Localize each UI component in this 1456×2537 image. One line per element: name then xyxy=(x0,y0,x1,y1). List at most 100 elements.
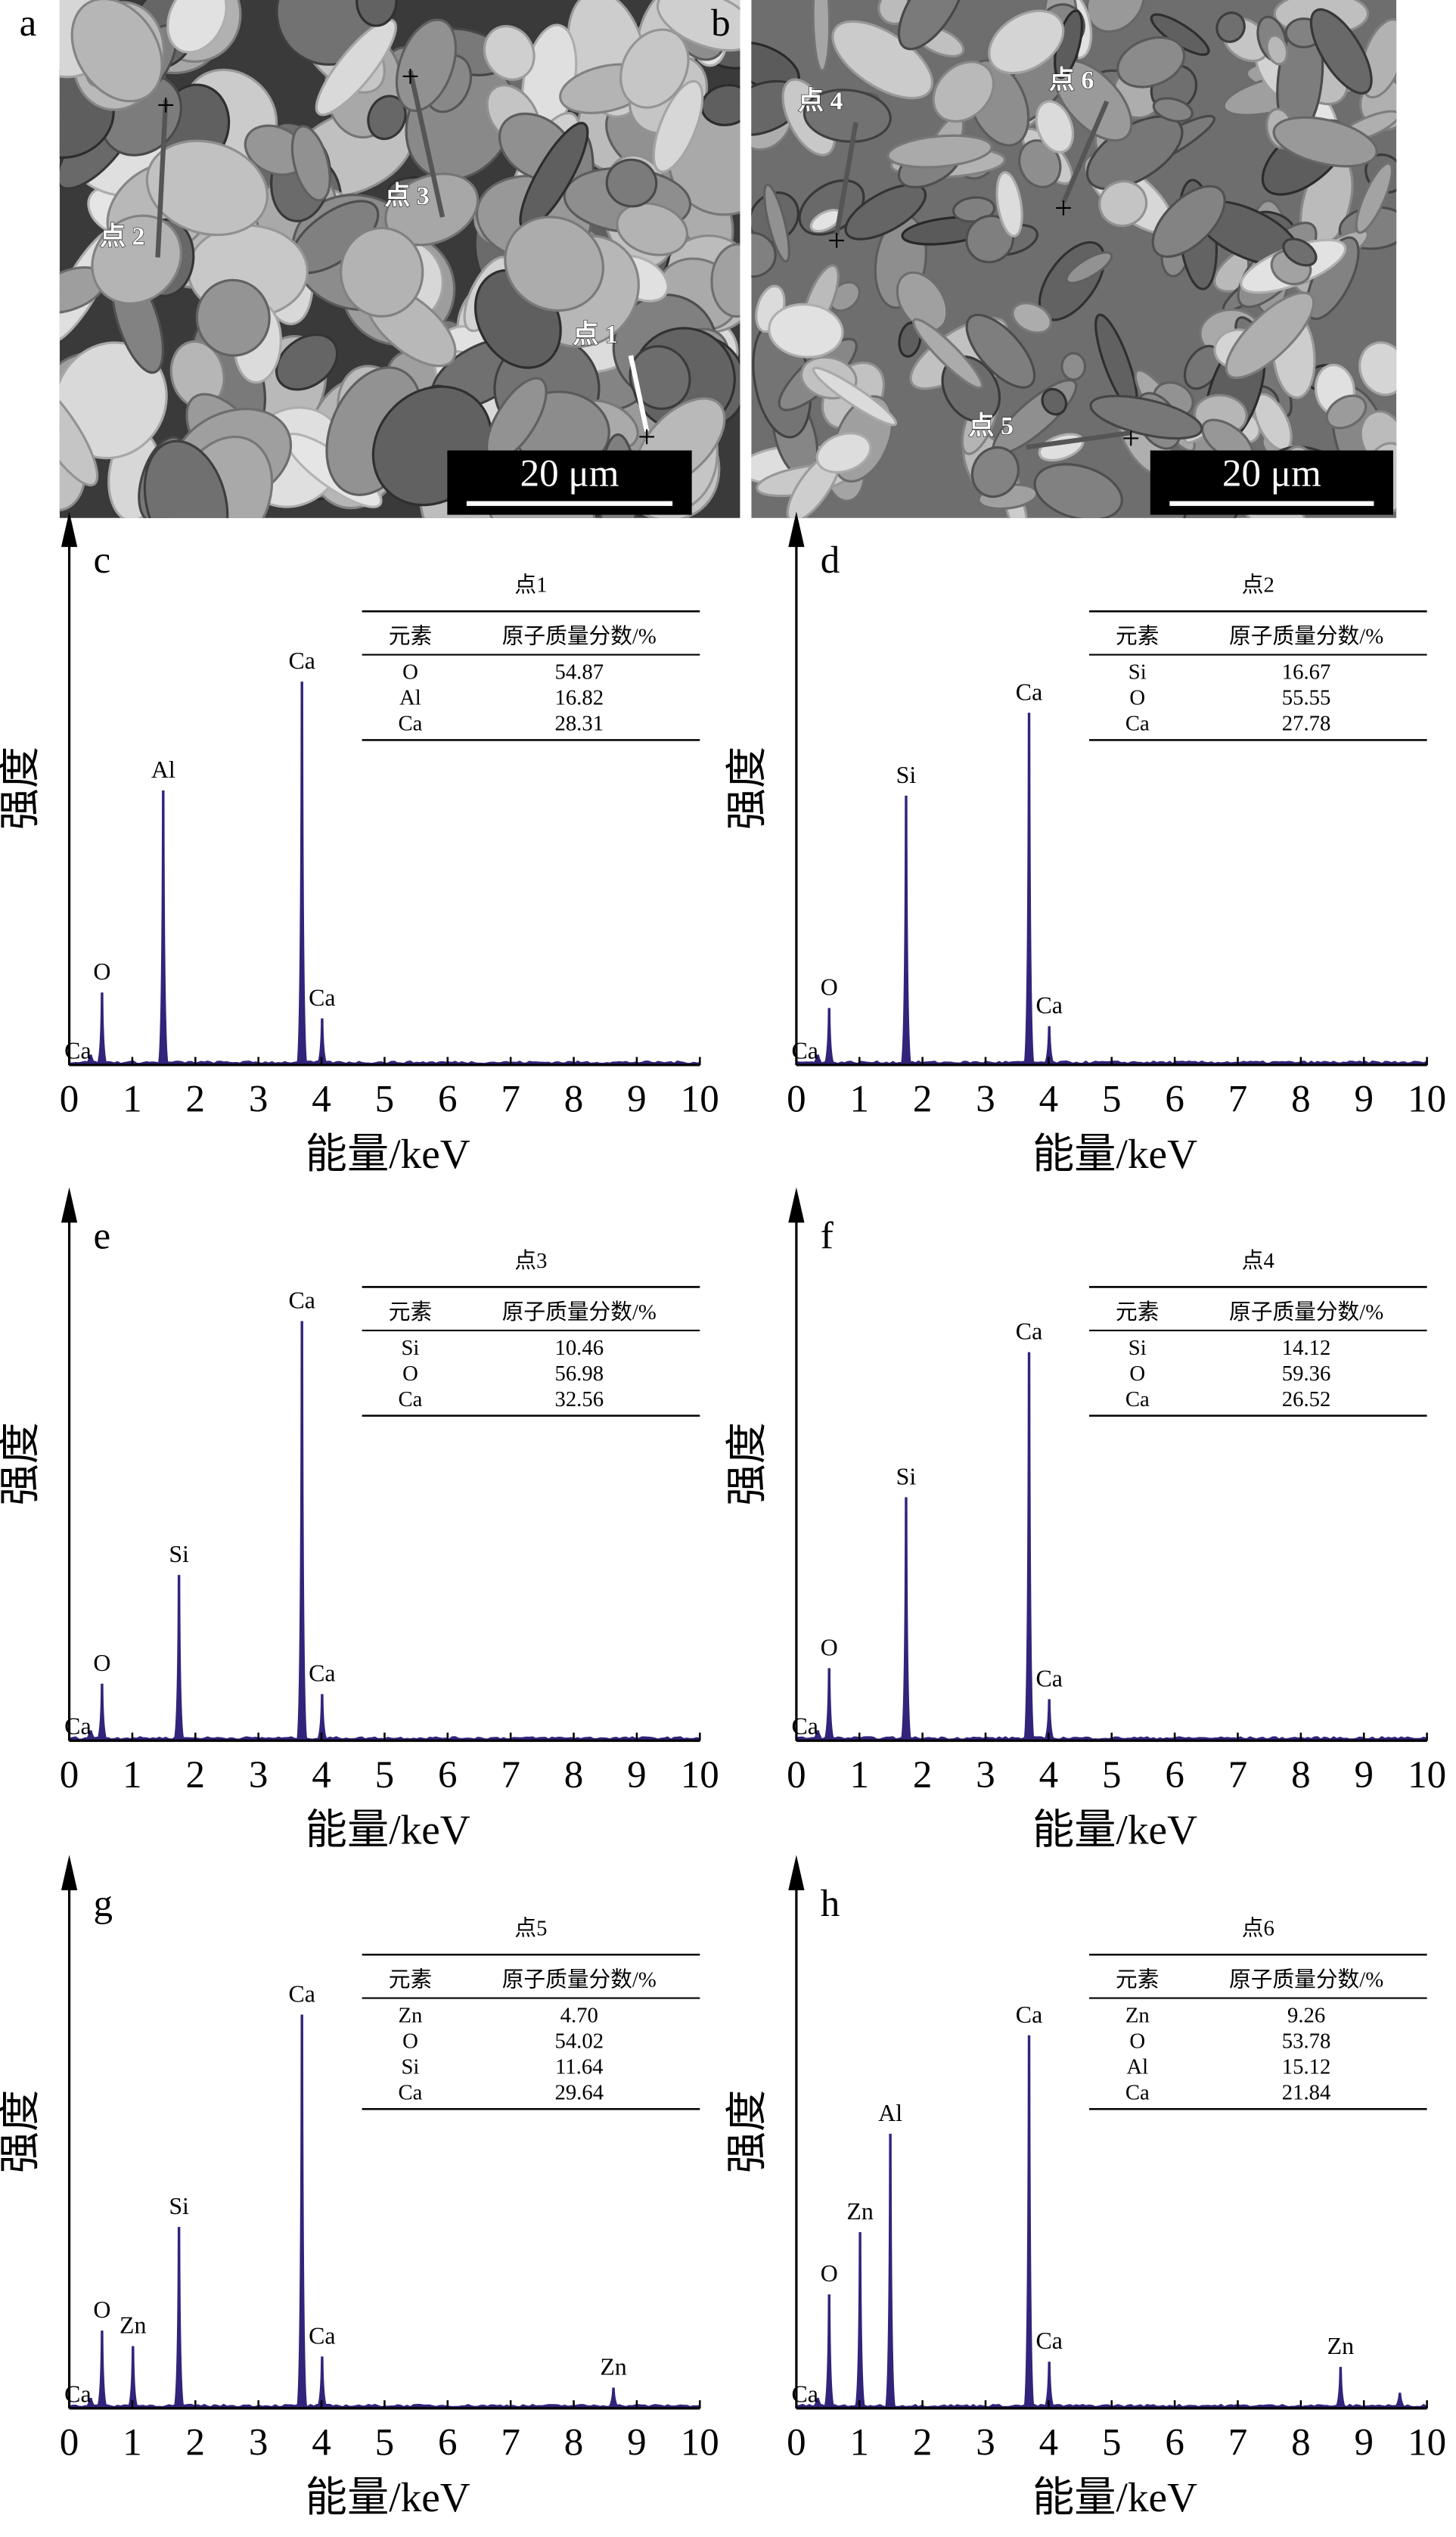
grain xyxy=(504,216,604,312)
grain xyxy=(656,0,740,52)
panel-label: h xyxy=(821,1883,840,1925)
table-cell: 14.12 xyxy=(1282,1336,1331,1360)
table-cell: O xyxy=(1129,2029,1145,2053)
grain xyxy=(1011,302,1052,334)
x-tick-label: 2 xyxy=(913,1754,933,1796)
table-cell: Si xyxy=(1128,660,1147,685)
peak-label: Ca xyxy=(288,1287,315,1313)
y-axis-arrow xyxy=(788,1855,805,1891)
peak xyxy=(96,992,108,1065)
grain xyxy=(988,9,1065,75)
cross-marker: + xyxy=(638,419,656,455)
x-tick-label: 4 xyxy=(1039,2422,1059,2464)
peak xyxy=(316,1018,328,1065)
table-header: 原子质量分数/% xyxy=(1229,1300,1383,1324)
peak xyxy=(173,2227,185,2408)
peak xyxy=(1043,1699,1055,1741)
x-tick-label: 4 xyxy=(312,1079,331,1121)
x-tick-label: 9 xyxy=(627,1079,647,1121)
x-axis-label: 能量/keV xyxy=(306,2474,470,2520)
peak-label: Zn xyxy=(1327,2333,1354,2359)
x-tick-label: 3 xyxy=(249,1754,269,1796)
grain xyxy=(1282,238,1318,267)
x-tick-label: 10 xyxy=(1408,2422,1446,2464)
table-cell: 27.78 xyxy=(1282,712,1331,736)
table-cell: 4.70 xyxy=(560,2003,598,2027)
peak-label: Si xyxy=(169,1541,189,1567)
x-tick-label: 4 xyxy=(312,1754,331,1796)
grain xyxy=(710,243,740,318)
x-tick-label: 1 xyxy=(850,2422,870,2464)
x-tick-label: 1 xyxy=(123,1754,142,1796)
x-tick-label: 2 xyxy=(186,1754,206,1796)
table-cell: Zn xyxy=(399,2003,423,2027)
peak xyxy=(296,1321,308,1741)
x-tick-label: 9 xyxy=(627,1754,647,1796)
grain xyxy=(629,345,691,410)
peak xyxy=(812,2398,824,2408)
peak-label: O xyxy=(821,1634,838,1660)
grain xyxy=(1265,34,1289,66)
x-tick-label: 4 xyxy=(1039,1079,1059,1121)
x-tick-label: 8 xyxy=(1291,1754,1311,1796)
y-axis-label: 强度 xyxy=(724,1422,770,1506)
grain xyxy=(652,79,704,173)
y-axis-arrow xyxy=(788,511,805,548)
x-tick-label: 3 xyxy=(976,2422,995,2464)
micrograph xyxy=(751,0,1397,518)
peak-label: Ca xyxy=(309,1660,335,1687)
peak-label: Si xyxy=(896,1463,917,1489)
y-axis-arrow xyxy=(61,1855,78,1891)
x-tick-label: 8 xyxy=(1291,2422,1311,2464)
peak xyxy=(823,1668,835,1741)
table-cell: Ca xyxy=(399,2081,423,2105)
table-header: 原子质量分数/% xyxy=(1229,625,1383,649)
x-tick-label: 7 xyxy=(501,1754,520,1796)
x-tick-label: 0 xyxy=(787,1079,806,1121)
grain xyxy=(763,183,790,263)
table-cell: Ca xyxy=(399,712,423,736)
grain xyxy=(803,88,892,143)
peak-label: Ca xyxy=(1016,2001,1042,2028)
table-cell: O xyxy=(402,2029,418,2053)
y-axis-label: 强度 xyxy=(724,747,770,831)
table-cell: Ca xyxy=(399,1387,423,1411)
table-cell: Si xyxy=(401,2054,419,2079)
table-cell: O xyxy=(402,660,418,685)
grain xyxy=(932,61,995,123)
x-tick-label: 2 xyxy=(186,2422,206,2464)
peak-label: Si xyxy=(896,762,917,788)
table-cell: 54.02 xyxy=(554,2029,604,2053)
peak-label: Ca xyxy=(1035,992,1062,1019)
peak xyxy=(173,1575,185,1741)
peak xyxy=(1023,2035,1035,2408)
x-tick-label: 1 xyxy=(123,1079,142,1121)
peak-label: Zn xyxy=(846,2198,873,2225)
table-header: 元素 xyxy=(389,625,432,649)
table-cell: Si xyxy=(1128,1336,1147,1360)
x-tick-label: 3 xyxy=(976,1079,995,1121)
x-tick-label: 4 xyxy=(312,2422,331,2464)
table-cell: Al xyxy=(399,686,421,710)
table-cell: Al xyxy=(1126,2054,1148,2079)
x-tick-label: 8 xyxy=(564,2422,584,2464)
peak xyxy=(854,2232,866,2408)
peak xyxy=(296,2014,308,2408)
peak-label: Ca xyxy=(309,2322,335,2349)
table-cell: O xyxy=(402,1362,418,1386)
x-axis-label: 能量/keV xyxy=(306,1131,470,1177)
y-axis-arrow xyxy=(61,511,78,548)
peak-label: Ca xyxy=(1035,2327,1062,2354)
grain xyxy=(616,202,689,256)
grain xyxy=(70,0,163,103)
grain xyxy=(605,158,658,208)
grain xyxy=(1098,180,1148,228)
table-cell: 29.64 xyxy=(554,2081,604,2105)
peak xyxy=(1394,2393,1406,2408)
x-tick-label: 7 xyxy=(501,2422,520,2464)
grain xyxy=(965,313,1036,389)
x-tick-label: 8 xyxy=(1291,1079,1311,1121)
table-header: 元素 xyxy=(389,1300,432,1324)
y-axis-label: 强度 xyxy=(724,2090,770,2174)
table-cell: 16.82 xyxy=(554,686,604,710)
